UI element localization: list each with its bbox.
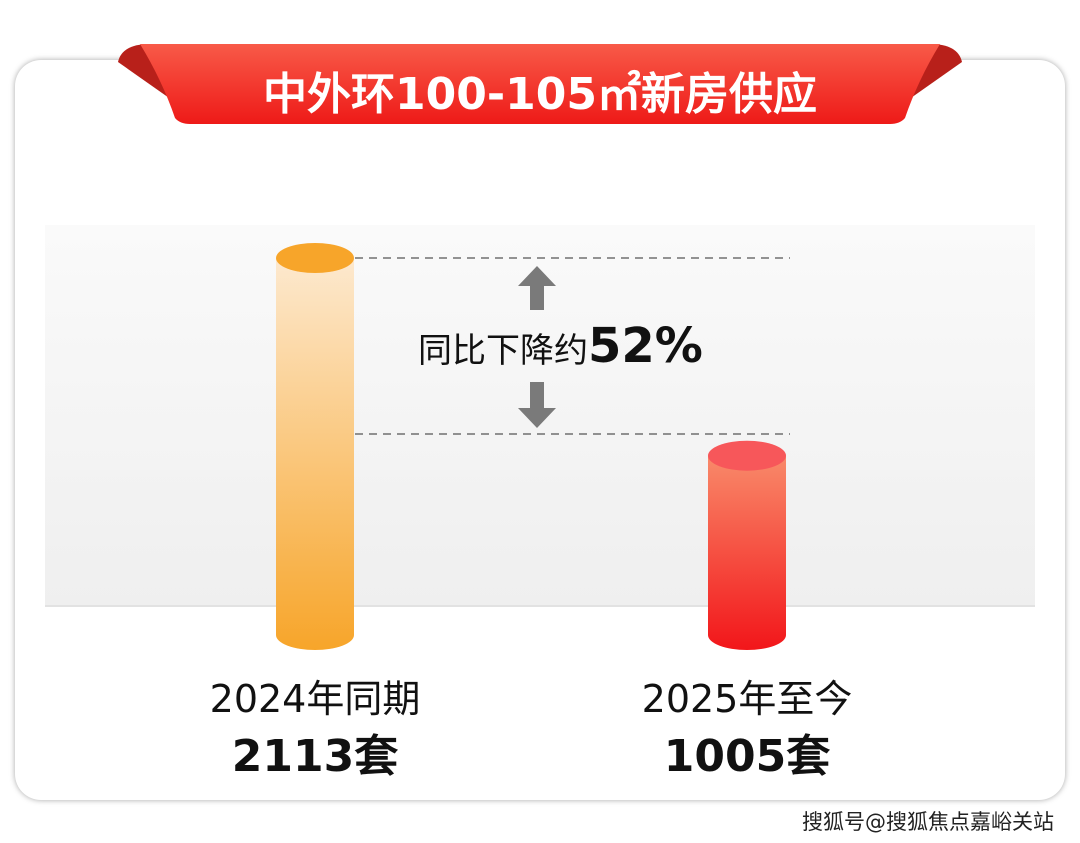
change-prefix: 同比下降约 <box>418 331 588 371</box>
bar-2025年至今 <box>708 455 786 650</box>
watermark: 搜狐号@搜狐焦点嘉峪关站 <box>802 810 1054 834</box>
bar-top-2024年同期 <box>276 243 354 273</box>
title-ribbon <box>140 44 940 124</box>
change-value: 52% <box>588 318 703 374</box>
category-label-2024: 2024年同期 <box>209 677 421 721</box>
arrow-down-icon <box>518 382 556 428</box>
value-label-2025: 1005套 <box>663 731 831 782</box>
bar-top-2025年至今 <box>708 440 786 471</box>
change-annotation: 同比下降约52% <box>418 318 703 374</box>
value-label-2024: 2113套 <box>231 731 399 782</box>
chart-title: 中外环100-105㎡新房供应 <box>263 69 817 120</box>
arrow-up-icon <box>518 266 556 310</box>
category-label-2025: 2025年至今 <box>641 677 853 721</box>
bar-2024年同期 <box>276 258 354 650</box>
